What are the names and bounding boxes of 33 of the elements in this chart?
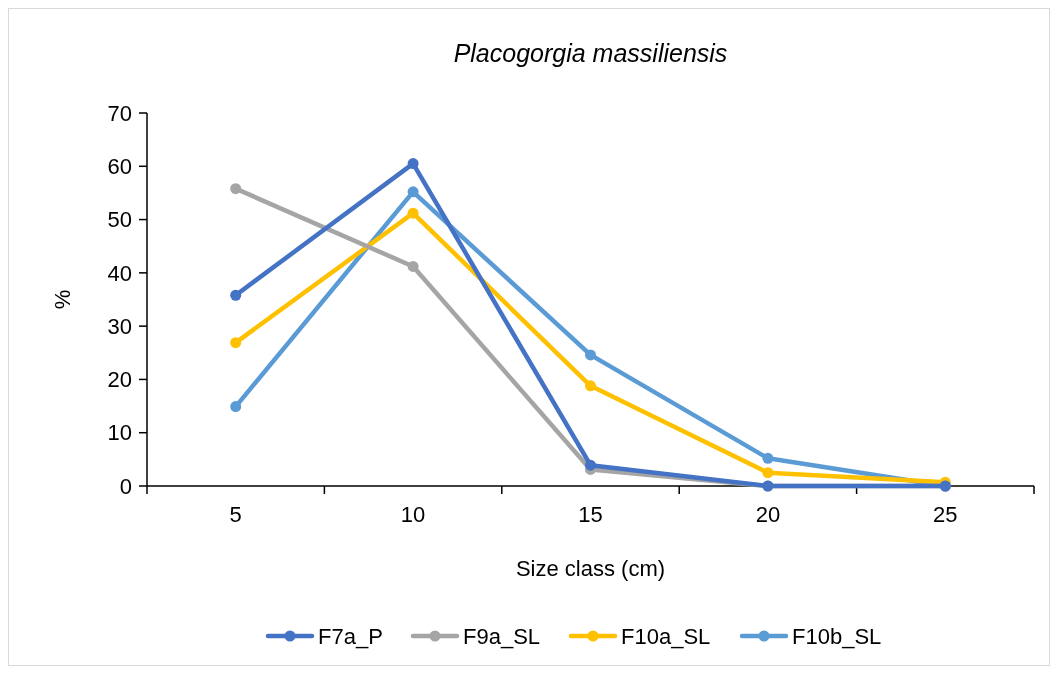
y-tick-label: 40 [107, 260, 132, 286]
legend-label: F10a_SL [621, 623, 711, 649]
x-axis-title: Size class (cm) [515, 556, 666, 581]
point [762, 467, 774, 479]
y-tick-label: 10 [107, 420, 132, 446]
point [407, 260, 419, 272]
y-axis-title: % [50, 289, 75, 310]
x-tick-label: 25 [933, 502, 958, 527]
point [230, 289, 242, 301]
x-tick-label: 5 [229, 502, 242, 527]
x-tick-label: 20 [755, 502, 781, 527]
x-tick-label: 10 [400, 502, 426, 527]
point [230, 183, 242, 195]
y-tick-label: 0 [119, 473, 132, 499]
point [407, 186, 419, 198]
point [230, 337, 242, 349]
point [585, 380, 596, 392]
y-tick-label: 60 [107, 153, 132, 179]
y-tick-label: 30 [107, 313, 132, 339]
point [762, 452, 774, 464]
legend-label: F7a_P [318, 623, 383, 649]
y-tick-label: 70 [107, 100, 132, 126]
y-tick-label: 50 [107, 207, 132, 233]
chart-title: Placogorgia massiliensis [453, 39, 728, 67]
y-tick-label: 20 [107, 367, 132, 393]
legend-label: F9a_SL [463, 623, 541, 649]
point [407, 207, 419, 219]
point [407, 158, 419, 170]
x-tick-label: 15 [578, 502, 603, 527]
point [585, 349, 596, 361]
legend-label: F10b_SL [792, 623, 882, 649]
point [585, 459, 596, 471]
point [230, 401, 242, 413]
